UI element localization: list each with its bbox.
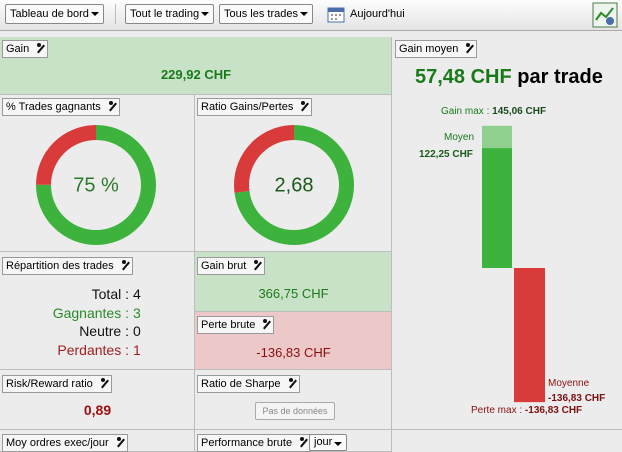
risk-reward-value: 0,89 [83, 402, 112, 418]
donut-win [36, 125, 156, 245]
panel-title[interactable]: Répartition des trades [2, 257, 133, 275]
settings-icon[interactable] [592, 2, 618, 28]
no-data-button[interactable]: Pas de données [255, 402, 335, 420]
trades-dropdown[interactable]: Tous les trades [219, 4, 313, 24]
row-label: Total : [91, 286, 129, 302]
period-dropdown[interactable]: jour [309, 434, 348, 451]
panel-title[interactable]: Gain brut [197, 257, 266, 275]
panel-title[interactable]: Perte brute [197, 316, 275, 334]
row-value: 4 [133, 286, 141, 302]
row-label: Perdantes : [57, 342, 129, 359]
panel-title[interactable]: Gain [2, 40, 49, 58]
min-row: Perte max : -136,83 CHF [471, 405, 582, 416]
donut-loss [234, 125, 354, 245]
panel-title[interactable]: Ratio Gains/Pertes [197, 98, 313, 116]
avg-gain-value: 122,25 CHF [419, 149, 473, 160]
dashboard-dropdown[interactable]: Tableau de bord [5, 4, 104, 24]
panel-title[interactable]: Risk/Reward ratio [2, 375, 112, 393]
donut-label: 75 % [73, 174, 119, 196]
donut-label: 2,68 [275, 174, 314, 196]
period-label[interactable]: Aujourd'hui [350, 8, 405, 20]
panel-title[interactable]: Moy ordres exec/jour [2, 434, 128, 452]
gain-panel [0, 37, 392, 95]
gross-loss-value: -136,83 CHF [256, 345, 331, 360]
avg-gain-label: Moyen [444, 132, 475, 143]
min-label: Perte max : [471, 405, 523, 416]
row-value: 1 [133, 342, 141, 359]
row-label: Neutre : [79, 323, 129, 340]
gain-value: 229,92 CHF [160, 67, 232, 82]
calendar-icon[interactable] [327, 5, 345, 23]
panel-title[interactable]: Gain moyen [395, 40, 478, 58]
donut: 2,68 [234, 125, 354, 245]
donut: 75 % [36, 125, 156, 245]
max-value: 145,06 CHF [492, 106, 547, 117]
panel-title[interactable]: Performance brute [197, 434, 312, 452]
separator [115, 4, 116, 24]
row-value: 3 [133, 304, 141, 321]
avg-loss-label: Moyenne [548, 378, 590, 389]
avg-loss-bar [514, 268, 545, 403]
row-value: 0 [133, 323, 141, 340]
avg-gain-bar [482, 148, 512, 268]
min-value: -136,83 CHF [524, 405, 583, 416]
panel-title[interactable]: % Trades gagnants [2, 98, 120, 116]
average-gain-chart [482, 125, 545, 403]
panel-title[interactable]: Ratio de Sharpe [197, 375, 300, 393]
gross-gain-value: 366,75 CHF [258, 286, 329, 301]
headline: 57,48 CHF par trade [415, 66, 603, 89]
ratio-panel [195, 95, 392, 252]
win-rate-panel [0, 95, 195, 252]
max-label: Gain max : [441, 106, 490, 117]
trading-dropdown[interactable]: Tout le trading [125, 4, 215, 24]
headline-suffix: par trade [517, 66, 603, 88]
max-row: Gain max : 145,06 CHF [441, 106, 546, 117]
headline-value: 57,48 CHF [415, 66, 512, 88]
avg-loss-value: -136,83 CHF [548, 393, 606, 404]
row-label: Gagnantes : [52, 304, 129, 321]
